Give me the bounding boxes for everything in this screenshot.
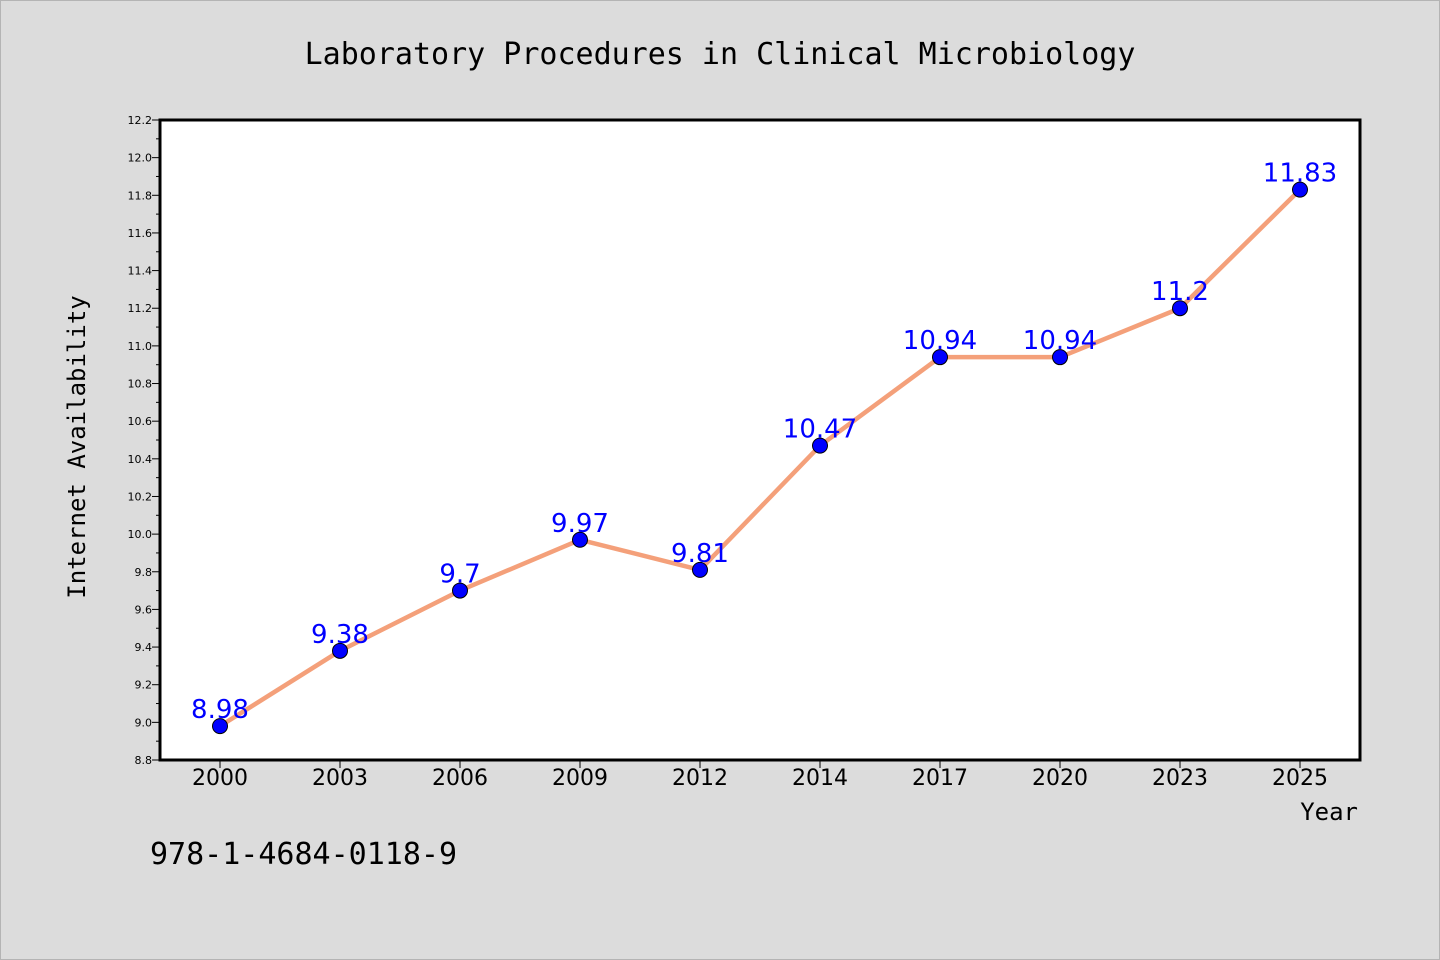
y-tick-label: 9.6 bbox=[135, 603, 153, 616]
x-tick-label: 2000 bbox=[192, 766, 248, 791]
x-tick-label: 2017 bbox=[912, 766, 968, 791]
y-tick-label: 9.2 bbox=[135, 679, 153, 692]
data-label: 10.47 bbox=[783, 415, 857, 445]
data-point-marker bbox=[572, 531, 588, 548]
x-tick-label: 2006 bbox=[432, 766, 488, 791]
data-point-marker bbox=[1052, 349, 1068, 366]
x-tick-label: 2014 bbox=[792, 766, 848, 791]
y-tick-label: 11.8 bbox=[128, 189, 153, 202]
data-label: 11.83 bbox=[1263, 159, 1337, 189]
chart-title: Laboratory Procedures in Clinical Microb… bbox=[305, 37, 1136, 72]
x-tick-label: 2003 bbox=[312, 766, 368, 791]
x-tick-label: 2023 bbox=[1152, 766, 1208, 791]
series-layer: 8.98 9.38 9.7 9.97 9.81 10.47 10.94 10.94 11.2 11… bbox=[191, 159, 1337, 735]
y-tick-label: 11.2 bbox=[128, 302, 153, 315]
data-label: 10.94 bbox=[1023, 326, 1097, 356]
y-tick-label: 11.4 bbox=[128, 265, 153, 278]
x-tick-label: 2025 bbox=[1272, 766, 1328, 791]
y-tick-label: 9.0 bbox=[135, 716, 153, 729]
data-point-marker bbox=[1292, 181, 1308, 198]
y-axis: 8.8 9.0 9.2 9.4 9.6 9.8 10.0 10.2 10.4 10.6 10.8 11… bbox=[128, 114, 160, 767]
data-point-marker bbox=[932, 349, 948, 366]
y-axis-label: Internet Availability bbox=[63, 295, 91, 598]
plot-area bbox=[158, 118, 1362, 762]
x-tick-label: 2020 bbox=[1032, 766, 1088, 791]
data-label: 10.94 bbox=[903, 326, 977, 356]
data-point-marker bbox=[1172, 300, 1188, 317]
data-label: 8.98 bbox=[191, 695, 249, 725]
y-tick-label: 10.8 bbox=[128, 378, 153, 391]
y-tick-label: 9.4 bbox=[135, 641, 153, 654]
y-tick-label: 10.0 bbox=[128, 528, 153, 541]
series-line bbox=[217, 187, 1303, 729]
y-tick-label: 10.6 bbox=[128, 415, 153, 428]
y-tick-label: 10.4 bbox=[128, 453, 153, 466]
y-tick-label: 12.0 bbox=[128, 152, 153, 165]
data-label: 9.38 bbox=[311, 620, 369, 650]
data-point-marker bbox=[212, 718, 228, 735]
y-tick-label: 12.2 bbox=[128, 114, 153, 127]
y-tick-label: 11.0 bbox=[128, 340, 153, 353]
y-tick-label: 11.6 bbox=[128, 227, 153, 240]
x-axis: 2000 2003 2006 2009 2012 2014 2017 2020 2023 2025 bbox=[192, 760, 1328, 791]
data-point-marker bbox=[452, 582, 468, 599]
isbn-annotation: 978-1-4684-0118-9 bbox=[150, 837, 457, 872]
data-label: 9.81 bbox=[671, 539, 729, 569]
data-label: 9.97 bbox=[551, 509, 609, 539]
y-tick-label: 9.8 bbox=[135, 566, 153, 579]
y-tick-label: 10.2 bbox=[128, 490, 153, 503]
data-label: 9.7 bbox=[439, 560, 480, 590]
data-point-marker bbox=[812, 437, 828, 454]
data-point-marker bbox=[332, 642, 348, 659]
x-axis-label: Year bbox=[1300, 798, 1358, 826]
x-tick-label: 2009 bbox=[552, 766, 608, 791]
x-tick-label: 2012 bbox=[672, 766, 728, 791]
data-point-marker bbox=[692, 561, 708, 578]
data-label: 11.2 bbox=[1151, 277, 1209, 307]
y-tick-label: 8.8 bbox=[135, 754, 153, 767]
